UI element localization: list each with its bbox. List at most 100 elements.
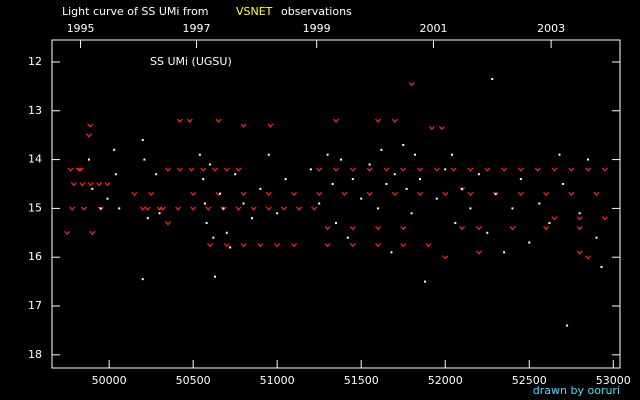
x2-tick-label: 1999 [303,22,331,35]
observation-point [595,236,598,239]
limit-marker [87,182,94,187]
limit-marker [80,206,87,211]
observation-point [360,197,363,200]
observation-point [494,192,497,195]
observation-point [158,212,161,215]
limit-marker [459,226,465,231]
limit-marker [207,243,213,248]
limit-marker [467,167,474,172]
observation-point [212,236,215,239]
observation-point [118,207,121,210]
limit-marker [291,243,297,248]
limit-marker [576,250,583,255]
limit-marker [391,118,398,123]
limit-marker [139,206,146,211]
limit-marker [375,243,381,248]
y-tick-label: 15 [28,201,42,214]
x-tick-label: 51000 [260,374,295,387]
observation-point [419,178,422,181]
y-tick-label: 17 [28,299,42,312]
limit-marker [417,191,423,197]
limit-marker [450,167,457,172]
limit-marker [267,123,274,128]
limit-marker [70,182,77,187]
limit-marker [296,206,302,211]
observation-point [205,222,208,225]
limit-marker [316,167,323,172]
observation-point [250,217,253,220]
y-tick-label: 18 [28,348,42,361]
limit-marker [79,182,86,187]
limit-marker [188,167,195,172]
limit-marker [333,118,339,123]
limit-marker [77,167,84,172]
limit-marker [349,243,356,248]
limit-marker [501,167,508,172]
x2-tick-label: 2001 [419,22,447,35]
observation-point [393,173,396,176]
limit-marker [104,182,111,187]
limit-marker [459,186,465,192]
observation-point [566,324,569,327]
limit-marker [274,243,281,248]
observation-point [600,265,603,268]
limit-marker [391,191,398,197]
observation-point [214,275,217,278]
observation-point [368,163,371,166]
observation-point [331,182,334,185]
observation-point [377,207,380,210]
limit-marker [601,216,608,221]
limit-marker [551,216,558,221]
observation-point [528,241,531,244]
observation-point [141,278,144,281]
observation-point [410,212,413,215]
limit-marker [408,82,415,87]
limit-marker [349,167,356,172]
limit-marker [131,191,138,197]
limit-marker [311,206,318,211]
credit: drawn by ooruri [533,384,620,397]
observation-point [91,187,94,190]
limit-marker [75,167,82,172]
observation-point [259,187,262,190]
limit-marker [96,182,103,187]
observation-point [538,202,541,205]
limit-marker [67,167,74,172]
limit-marker [205,206,212,211]
limit-marker [148,191,155,197]
limit-marker [64,230,71,236]
limit-marker [383,167,390,172]
limit-marker [543,191,550,197]
limit-marker [375,118,381,123]
x-tick-label: 52500 [512,374,547,387]
observation-point [558,153,561,156]
observation-point [491,78,494,81]
limit-marker [475,226,482,231]
observation-point [405,187,408,190]
x2-tick-label: 1997 [183,22,211,35]
observation-point [335,222,337,225]
observation-point [234,173,237,176]
observation-point [222,207,225,210]
limit-marker [257,243,264,248]
limit-marker [400,243,407,248]
limit-marker [159,206,166,211]
limit-marker [175,206,181,211]
observation-point [155,173,158,176]
observation-point [318,202,321,205]
limit-marker [215,118,222,123]
limit-marker [517,191,524,197]
limit-marker [240,123,247,128]
limit-marker [475,250,482,255]
limit-marker [235,167,242,172]
observation-point [106,197,109,200]
chart-title-suffix: observations [281,5,352,18]
observation-point [87,158,90,161]
observation-point [284,178,287,181]
limit-marker [265,206,272,211]
x-tick-label: 50500 [176,374,211,387]
limit-marker [240,191,247,197]
observation-point [454,222,457,225]
limit-marker [551,167,558,172]
